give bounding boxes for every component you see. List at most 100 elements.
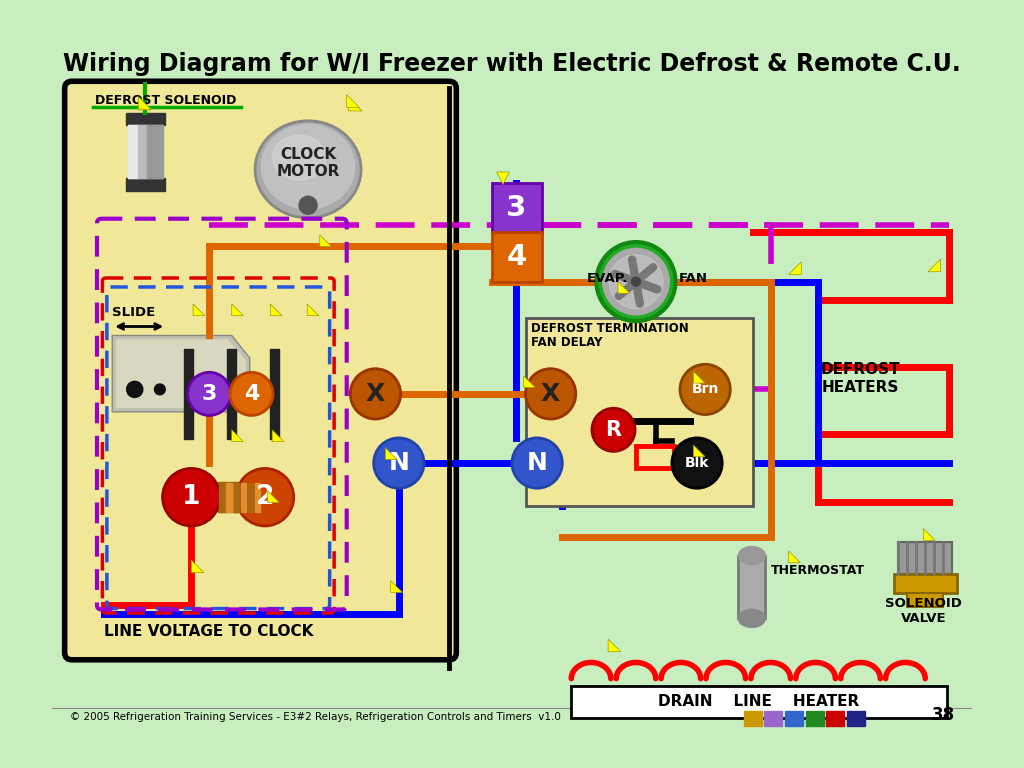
Bar [526, 317, 753, 506]
Polygon shape [928, 259, 940, 272]
Polygon shape [307, 304, 318, 316]
Text: 3: 3 [202, 384, 217, 404]
Text: 3: 3 [506, 194, 526, 222]
Text: DEFROST TERMINATION: DEFROST TERMINATION [530, 322, 688, 335]
Bar [233, 483, 239, 511]
Polygon shape [231, 304, 244, 316]
Polygon shape [693, 372, 706, 383]
Polygon shape [385, 448, 397, 459]
Bar [218, 482, 265, 512]
Text: R: R [605, 420, 622, 440]
Text: DEFROST
HEATERS: DEFROST HEATERS [820, 362, 900, 395]
Text: 38: 38 [932, 706, 954, 724]
Bar [226, 483, 231, 511]
Circle shape [299, 197, 317, 214]
Polygon shape [348, 98, 362, 111]
Polygon shape [138, 98, 151, 110]
Bar [227, 349, 237, 439]
Text: SOLENOID
VALVE: SOLENOID VALVE [885, 598, 962, 625]
Bar [743, 711, 762, 727]
Bar [270, 349, 280, 439]
Bar [255, 483, 260, 511]
Text: X: X [366, 382, 385, 406]
Polygon shape [138, 97, 151, 109]
Polygon shape [113, 336, 250, 412]
Circle shape [163, 468, 220, 526]
Bar [826, 711, 845, 727]
Bar [128, 125, 164, 178]
Circle shape [237, 468, 294, 526]
Circle shape [525, 369, 575, 419]
Bar [147, 125, 164, 178]
Circle shape [592, 409, 635, 452]
Bar [806, 711, 823, 727]
Circle shape [230, 372, 273, 415]
Circle shape [603, 248, 670, 315]
Polygon shape [347, 94, 359, 108]
FancyBboxPatch shape [65, 81, 457, 660]
Circle shape [374, 438, 424, 488]
Bar [128, 125, 138, 178]
Circle shape [596, 242, 676, 321]
Polygon shape [267, 491, 280, 502]
Bar [571, 686, 947, 718]
Circle shape [672, 438, 722, 488]
Text: CLOCK
MOTOR: CLOCK MOTOR [276, 147, 340, 179]
Polygon shape [693, 445, 706, 457]
Polygon shape [788, 262, 801, 274]
Bar [636, 446, 674, 468]
Bar [241, 483, 246, 511]
Text: THERMOSTAT: THERMOSTAT [771, 564, 864, 577]
Circle shape [155, 384, 165, 395]
Bar [894, 574, 956, 594]
Bar [126, 113, 165, 125]
Circle shape [187, 372, 230, 415]
Circle shape [350, 369, 400, 419]
Bar [493, 232, 542, 282]
Text: Blk: Blk [685, 456, 710, 470]
Text: 4: 4 [244, 384, 259, 404]
Text: Wiring Diagram for W/I Freezer with Electric Defrost & Remote C.U.: Wiring Diagram for W/I Freezer with Elec… [63, 52, 961, 76]
Circle shape [512, 438, 562, 488]
Circle shape [680, 364, 730, 415]
Text: DRAIN    LINE    HEATER: DRAIN LINE HEATER [658, 694, 860, 710]
Polygon shape [788, 551, 801, 563]
Ellipse shape [255, 121, 361, 218]
Bar [765, 711, 782, 727]
Text: 2: 2 [256, 484, 274, 510]
Text: EVAP.: EVAP. [587, 272, 628, 285]
Ellipse shape [261, 124, 354, 209]
Polygon shape [231, 430, 244, 442]
Text: DEFROST SOLENOID: DEFROST SOLENOID [95, 94, 237, 107]
Bar [738, 555, 765, 618]
Text: 4: 4 [506, 243, 526, 271]
Bar [219, 483, 224, 511]
Circle shape [127, 381, 142, 398]
Polygon shape [391, 581, 402, 592]
Bar [184, 349, 194, 439]
Bar [785, 711, 803, 727]
Bar [493, 183, 542, 232]
Polygon shape [618, 282, 630, 293]
Polygon shape [191, 560, 204, 573]
Bar [138, 125, 147, 178]
Bar [898, 542, 952, 574]
Bar [126, 178, 165, 191]
Text: SLIDE: SLIDE [113, 306, 156, 319]
Polygon shape [319, 235, 332, 247]
Bar [907, 594, 943, 607]
Polygon shape [272, 430, 284, 442]
Polygon shape [924, 528, 935, 541]
Polygon shape [523, 376, 536, 388]
Text: FAN: FAN [679, 272, 708, 285]
Text: © 2005 Refrigeration Training Services - E3#2 Relays, Refrigeration Controls and: © 2005 Refrigeration Training Services -… [70, 712, 561, 722]
Text: Brn: Brn [691, 382, 719, 396]
Polygon shape [497, 172, 509, 184]
Text: X: X [541, 382, 560, 406]
Text: FAN DELAY: FAN DELAY [530, 336, 602, 349]
Text: N: N [388, 451, 410, 475]
Bar [248, 483, 253, 511]
Ellipse shape [738, 547, 765, 564]
Polygon shape [270, 304, 282, 316]
Text: LINE VOLTAGE TO CLOCK: LINE VOLTAGE TO CLOCK [104, 624, 313, 640]
